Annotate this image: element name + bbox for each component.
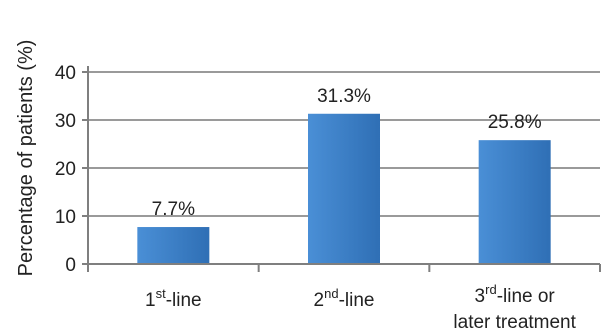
x-tick-label: 2nd-line	[314, 286, 375, 311]
data-label: 7.7%	[152, 199, 195, 220]
x-tick-label-line2: later treatment	[453, 312, 576, 333]
x-tick-label: 3rd-line or	[475, 282, 556, 307]
bar	[137, 227, 210, 264]
y-axis-title: Percentage of patients (%)	[15, 40, 37, 277]
x-tick-label: 1st-line	[145, 286, 202, 311]
data-label: 25.8%	[488, 112, 542, 133]
y-tick-label: 30	[55, 111, 76, 132]
y-tick-labels: 0 10 20 30 40	[55, 63, 76, 276]
y-tick-label: 20	[55, 159, 76, 180]
y-tick-label: 40	[55, 63, 76, 84]
bar	[308, 113, 380, 264]
data-label: 31.3%	[317, 86, 371, 107]
x-tick-labels: 1st-line 2nd-line 3rd-line or later treatme…	[145, 282, 577, 333]
y-tick-label: 10	[55, 207, 76, 228]
bar	[478, 140, 551, 264]
data-labels: 7.7% 31.3% 25.8%	[152, 86, 542, 220]
bars	[137, 113, 551, 264]
axes	[87, 66, 601, 272]
y-tick-label: 0	[65, 255, 76, 276]
